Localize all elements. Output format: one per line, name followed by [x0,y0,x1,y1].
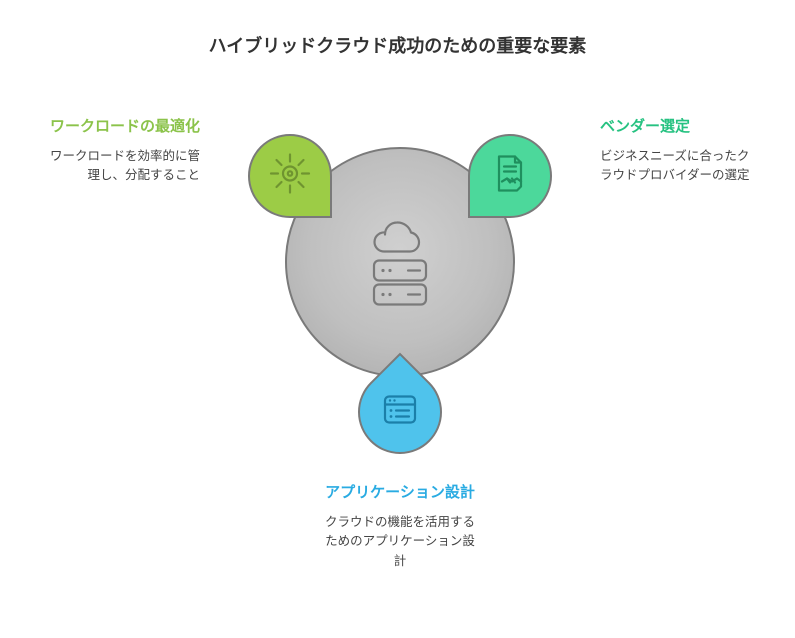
node-appdesign-desc: クラウドの機能を活用するためのアプリケーション設計 [320,513,480,571]
node-vendor-drop [468,134,552,218]
node-workload-desc: ワークロードを効率的に管理し、分配すること [40,147,200,186]
contract-handshake-icon [487,151,533,202]
diagram-title: ハイブリッドクラウド成功のための重要な要素 [0,32,795,58]
node-appdesign-text: アプリケーション設計 クラウドの機能を活用するためのアプリケーション設計 [320,482,480,571]
node-workload-drop [248,134,332,218]
gear-sun-icon [267,151,313,202]
app-window-icon [377,387,423,438]
cloud-server-icon [352,205,448,320]
node-vendor-text: ベンダー選定 ビジネスニーズに合ったクラウドプロバイダーの選定 [600,116,760,186]
node-appdesign-heading: アプリケーション設計 [320,482,480,503]
node-workload-text: ワークロードの最適化 ワークロードを効率的に管理し、分配すること [40,116,200,186]
node-vendor-heading: ベンダー選定 [600,116,760,137]
node-workload-heading: ワークロードの最適化 [40,116,200,137]
node-vendor-desc: ビジネスニーズに合ったクラウドプロバイダーの選定 [600,147,760,186]
